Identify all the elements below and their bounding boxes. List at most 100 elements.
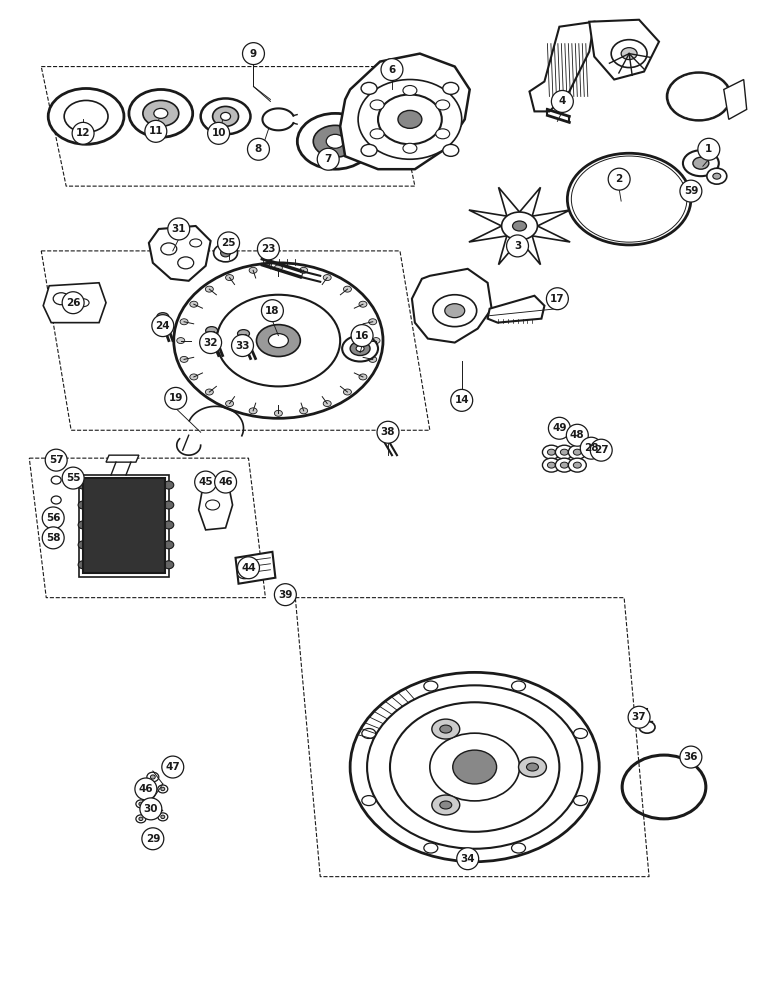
Polygon shape <box>340 54 469 169</box>
Circle shape <box>215 471 236 493</box>
Text: 46: 46 <box>138 784 153 794</box>
Ellipse shape <box>679 82 719 111</box>
Ellipse shape <box>372 338 380 344</box>
Text: 57: 57 <box>49 455 63 465</box>
Ellipse shape <box>256 325 300 357</box>
Ellipse shape <box>249 408 257 414</box>
Ellipse shape <box>212 106 239 126</box>
Polygon shape <box>412 269 492 343</box>
Ellipse shape <box>622 194 636 204</box>
Circle shape <box>451 389 472 411</box>
Ellipse shape <box>151 775 155 779</box>
Text: 29: 29 <box>146 834 160 844</box>
Ellipse shape <box>51 476 61 484</box>
Circle shape <box>551 90 574 112</box>
Text: 38: 38 <box>381 427 395 437</box>
Ellipse shape <box>180 319 188 325</box>
Circle shape <box>608 168 630 190</box>
Circle shape <box>72 122 94 144</box>
Circle shape <box>548 417 571 439</box>
Ellipse shape <box>435 129 449 139</box>
Ellipse shape <box>129 89 193 137</box>
Ellipse shape <box>574 796 587 806</box>
Ellipse shape <box>78 521 88 529</box>
Ellipse shape <box>221 112 231 120</box>
Ellipse shape <box>139 817 143 821</box>
Ellipse shape <box>225 401 234 407</box>
Ellipse shape <box>574 462 581 468</box>
Ellipse shape <box>543 445 560 459</box>
Circle shape <box>152 315 174 337</box>
Ellipse shape <box>205 389 213 395</box>
Ellipse shape <box>403 85 417 95</box>
Ellipse shape <box>161 243 177 255</box>
Polygon shape <box>235 552 276 584</box>
Text: 28: 28 <box>584 443 598 453</box>
Ellipse shape <box>674 78 724 115</box>
Circle shape <box>547 288 568 310</box>
Ellipse shape <box>151 802 155 806</box>
Ellipse shape <box>424 681 438 691</box>
Ellipse shape <box>51 496 61 504</box>
Ellipse shape <box>177 338 185 344</box>
Ellipse shape <box>136 800 146 808</box>
Ellipse shape <box>205 286 213 292</box>
Text: 26: 26 <box>66 298 80 308</box>
Text: 7: 7 <box>324 154 332 164</box>
Ellipse shape <box>51 516 61 524</box>
Circle shape <box>351 325 373 347</box>
Ellipse shape <box>300 408 308 414</box>
Ellipse shape <box>361 144 377 156</box>
Text: 49: 49 <box>552 423 567 433</box>
Text: 17: 17 <box>550 294 564 304</box>
Text: 14: 14 <box>455 395 469 405</box>
Ellipse shape <box>668 73 730 120</box>
Ellipse shape <box>574 449 581 455</box>
Circle shape <box>581 437 602 459</box>
Ellipse shape <box>361 82 377 94</box>
Ellipse shape <box>78 541 88 549</box>
Polygon shape <box>488 296 544 323</box>
Ellipse shape <box>164 561 174 569</box>
Circle shape <box>195 471 217 493</box>
Ellipse shape <box>48 88 124 144</box>
Ellipse shape <box>547 449 555 455</box>
Ellipse shape <box>78 501 88 509</box>
Ellipse shape <box>691 90 707 102</box>
Ellipse shape <box>369 319 377 325</box>
Text: 32: 32 <box>203 338 218 348</box>
Ellipse shape <box>611 40 647 68</box>
Text: 3: 3 <box>514 241 521 251</box>
Text: 2: 2 <box>615 174 623 184</box>
Circle shape <box>218 232 239 254</box>
Ellipse shape <box>221 249 231 257</box>
Ellipse shape <box>359 374 367 380</box>
Ellipse shape <box>430 733 520 801</box>
Text: 16: 16 <box>355 331 369 341</box>
Text: 10: 10 <box>212 128 226 138</box>
Ellipse shape <box>356 346 364 352</box>
Ellipse shape <box>344 286 351 292</box>
Text: 39: 39 <box>278 590 293 600</box>
Polygon shape <box>43 283 106 323</box>
Ellipse shape <box>180 356 188 362</box>
Ellipse shape <box>136 815 146 823</box>
Ellipse shape <box>584 165 674 233</box>
Ellipse shape <box>543 458 560 472</box>
Ellipse shape <box>568 445 586 459</box>
Ellipse shape <box>513 221 527 231</box>
Text: 4: 4 <box>559 96 566 106</box>
Ellipse shape <box>568 458 586 472</box>
Ellipse shape <box>575 159 683 239</box>
Circle shape <box>162 756 184 778</box>
Ellipse shape <box>567 153 691 245</box>
Ellipse shape <box>519 757 547 777</box>
Ellipse shape <box>164 481 174 489</box>
Circle shape <box>381 59 403 81</box>
Ellipse shape <box>435 100 449 110</box>
Ellipse shape <box>611 186 647 212</box>
Ellipse shape <box>433 295 476 327</box>
Text: 36: 36 <box>684 752 698 762</box>
Ellipse shape <box>443 82 459 94</box>
Ellipse shape <box>445 304 465 318</box>
